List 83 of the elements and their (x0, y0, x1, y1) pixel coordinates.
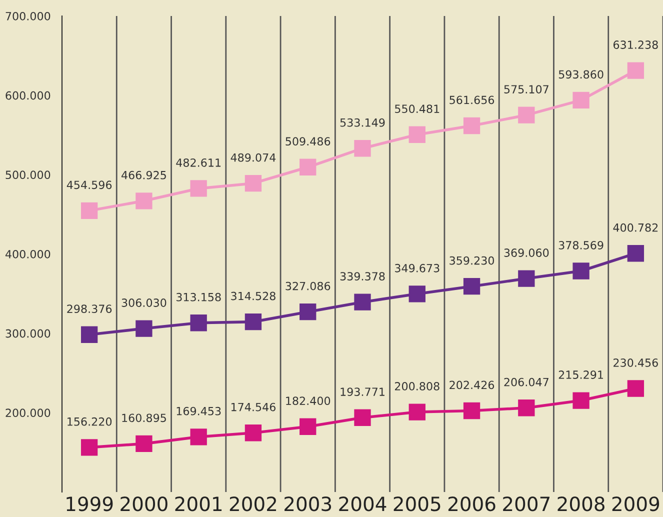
y-tick-label: 300.000 (6, 329, 50, 338)
point (80, 202, 98, 220)
y-tick-label: 600.000 (6, 91, 50, 100)
y-tick-label: 400.000 (5, 250, 50, 258)
data-label: 160.895 (122, 414, 166, 422)
point (300, 304, 316, 320)
point (136, 320, 152, 337)
data-label: 575.107 (504, 85, 548, 94)
x-tick-label: 2004 (339, 496, 386, 512)
point (190, 314, 207, 332)
point (354, 294, 371, 310)
point (408, 404, 426, 420)
data-label: 509.486 (286, 137, 330, 146)
point (354, 409, 371, 426)
data-label: 206.047 (504, 378, 548, 386)
point (572, 262, 590, 280)
point (136, 192, 152, 210)
point (408, 126, 426, 143)
point (627, 380, 644, 397)
point (572, 92, 590, 109)
y-tick-label: 700.000 (6, 12, 50, 20)
point (518, 270, 535, 287)
data-label: 202.426 (450, 380, 494, 390)
x-tick-label: 2008 (558, 496, 604, 512)
data-label: 482.611 (176, 158, 221, 167)
data-label: 369.060 (504, 248, 549, 257)
data-label: 400.782 (613, 223, 658, 232)
point (244, 424, 262, 442)
point (463, 117, 480, 134)
data-label: 631.238 (613, 40, 658, 49)
point (244, 313, 262, 330)
y-tick-label: 500.000 (6, 170, 50, 180)
y-tick-label: 200.000 (6, 408, 50, 418)
point (190, 428, 207, 446)
point (627, 62, 644, 79)
data-label: 454.596 (66, 180, 112, 190)
data-label: 230.456 (614, 358, 658, 367)
data-label: 306.030 (122, 298, 166, 307)
data-label: 200.808 (394, 382, 440, 390)
point (463, 278, 480, 295)
x-tick-label: 2009 (612, 496, 660, 512)
data-label: 466.925 (122, 170, 166, 180)
point (408, 286, 426, 302)
data-label: 593.860 (558, 70, 604, 79)
data-label: 174.546 (231, 402, 276, 412)
x-tick-label: 2000 (120, 496, 168, 512)
data-label: 182.400 (286, 396, 330, 406)
data-label: 193.771 (340, 388, 384, 396)
point (244, 175, 262, 192)
data-label: 349.673 (395, 264, 440, 272)
point (463, 402, 480, 420)
x-tick-label: 2002 (230, 496, 276, 512)
point (80, 439, 98, 456)
data-label: 169.453 (176, 406, 221, 416)
point (627, 245, 644, 262)
point (300, 418, 316, 435)
data-label: 215.291 (558, 370, 603, 379)
point (136, 435, 152, 452)
point (80, 326, 98, 343)
data-label: 313.158 (176, 292, 221, 302)
data-label: 489.074 (230, 153, 276, 162)
x-tick-label: 2001 (175, 496, 222, 512)
point (300, 158, 316, 176)
x-tick-label: 2003 (284, 496, 332, 512)
point (518, 400, 535, 416)
x-tick-label: 2005 (394, 496, 440, 512)
data-label: 156.220 (68, 417, 112, 426)
point (518, 106, 535, 124)
data-label: 550.481 (395, 104, 440, 114)
x-tick-label: 2006 (448, 496, 496, 512)
point (354, 140, 371, 157)
point (190, 180, 207, 197)
data-label: 298.376 (67, 304, 112, 314)
data-label: 314.528 (231, 292, 276, 300)
data-label: 561.656 (450, 96, 494, 104)
point (572, 392, 590, 409)
data-label: 327.086 (286, 282, 330, 290)
data-label: 533.149 (340, 118, 385, 127)
data-label: 378.569 (558, 241, 604, 250)
data-label: 339.378 (340, 272, 385, 280)
x-tick-label: 2007 (503, 496, 550, 512)
data-label: 359.230 (450, 256, 494, 265)
x-tick-label: 1999 (66, 496, 113, 512)
